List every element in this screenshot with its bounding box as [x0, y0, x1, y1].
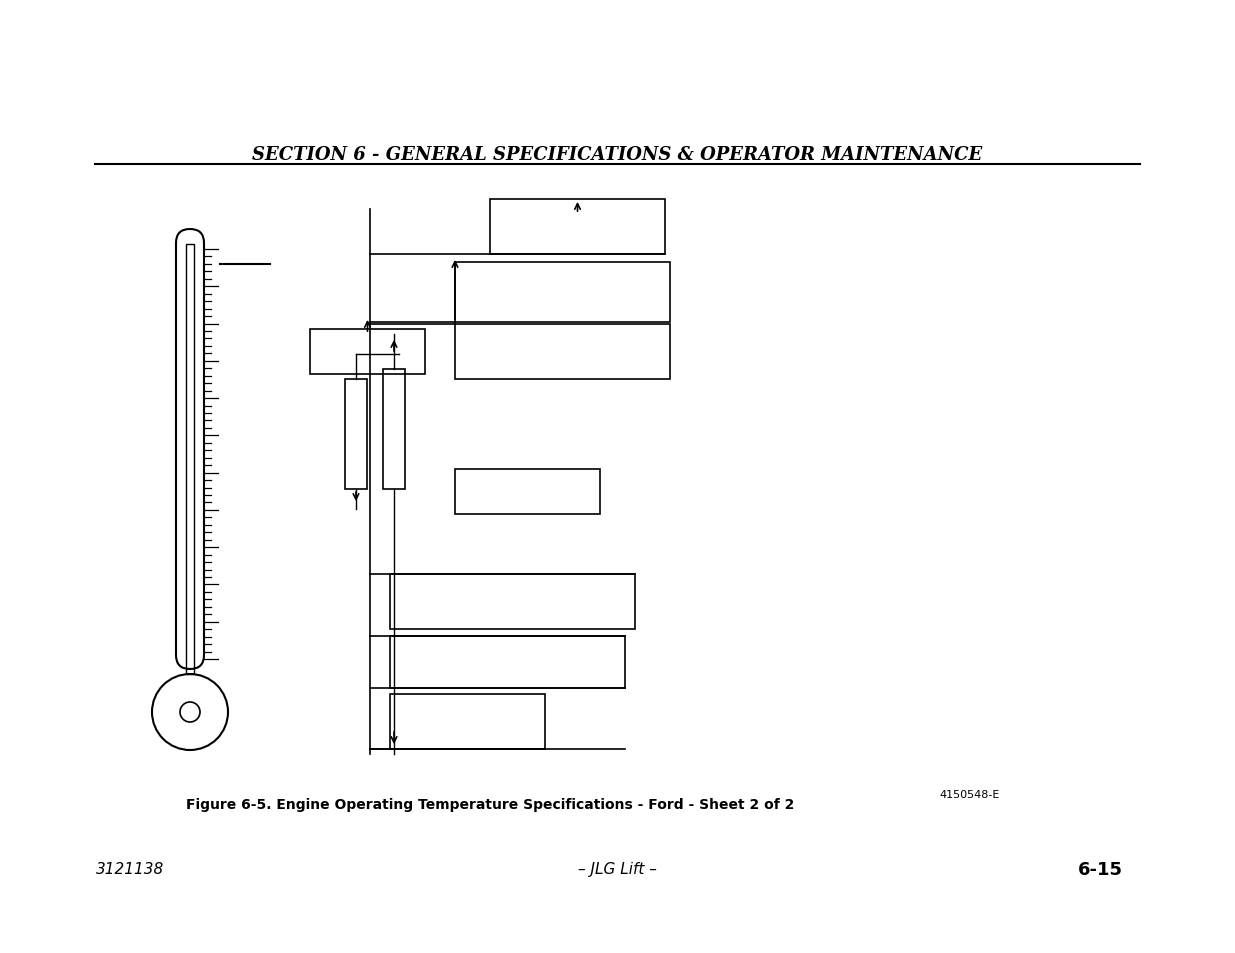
Text: 4150548-E: 4150548-E [940, 789, 1000, 800]
Bar [454, 325, 671, 379]
Bar [310, 330, 425, 375]
Bar [383, 370, 405, 490]
Text: – JLG Lift –: – JLG Lift – [578, 862, 657, 877]
Bar [390, 695, 545, 749]
Bar [490, 200, 664, 254]
Bar [390, 637, 625, 688]
Text: SECTION 6 - GENERAL SPECIFICATIONS & OPERATOR MAINTENANCE: SECTION 6 - GENERAL SPECIFICATIONS & OPE… [252, 146, 982, 164]
Bar [390, 575, 635, 629]
Text: 3121138: 3121138 [96, 862, 164, 877]
Bar [345, 379, 367, 490]
Text: Figure 6-5. Engine Operating Temperature Specifications - Ford - Sheet 2 of 2: Figure 6-5. Engine Operating Temperature… [185, 797, 794, 811]
Bar [454, 470, 600, 515]
Text: 6-15: 6-15 [1077, 861, 1123, 878]
Bar [186, 245, 194, 675]
Bar [454, 263, 671, 323]
